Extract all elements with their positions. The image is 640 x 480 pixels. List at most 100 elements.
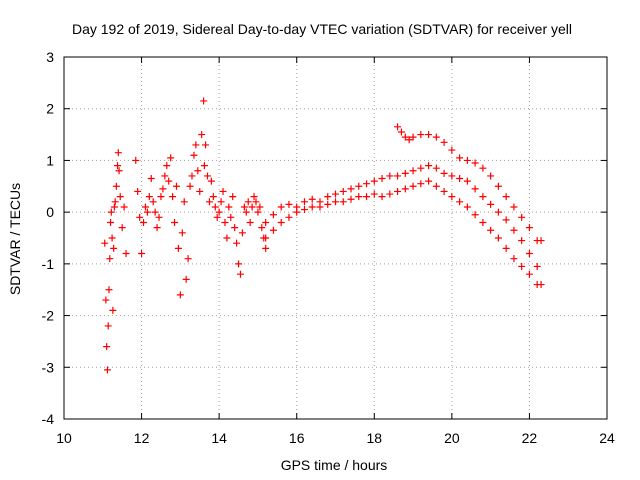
y-tick-label: -1 (42, 256, 55, 272)
data-point (145, 193, 153, 201)
data-point (405, 136, 413, 144)
data-point (537, 237, 545, 245)
data-point (248, 203, 256, 211)
data-point (308, 195, 316, 203)
data-point (300, 198, 308, 206)
data-point (192, 141, 200, 149)
data-point (252, 198, 260, 206)
data-point (207, 177, 215, 185)
data-point (153, 224, 161, 232)
data-point (205, 198, 213, 206)
data-point (116, 193, 124, 201)
data-point (394, 123, 402, 131)
data-point (347, 185, 355, 193)
data-point (211, 203, 219, 211)
plot-frame (63, 56, 608, 420)
data-point (417, 164, 425, 172)
data-point (409, 133, 417, 141)
data-point (308, 203, 316, 211)
data-point (401, 133, 409, 141)
data-point (140, 218, 148, 226)
data-point (111, 198, 119, 206)
y-tick-label: -2 (42, 308, 55, 324)
data-point (229, 193, 237, 201)
data-point (463, 156, 471, 164)
data-point (518, 213, 526, 221)
data-point (324, 193, 332, 201)
data-point (118, 224, 126, 232)
data-point (440, 169, 448, 177)
data-point (277, 218, 285, 226)
data-point (355, 193, 363, 201)
data-point (151, 208, 159, 216)
data-point (110, 244, 118, 252)
data-point (115, 167, 123, 175)
data-point (448, 172, 456, 180)
data-point (510, 255, 518, 263)
data-point (285, 213, 293, 221)
y-tick-label: -3 (42, 359, 55, 375)
data-point (223, 234, 231, 242)
data-point (525, 250, 533, 258)
data-point (141, 203, 149, 211)
data-point (432, 164, 440, 172)
data-point (174, 244, 182, 252)
data-point (262, 244, 270, 252)
data-point (169, 193, 177, 201)
data-point (178, 229, 186, 237)
data-point (293, 208, 301, 216)
data-point (107, 218, 115, 226)
data-point (219, 187, 227, 195)
data-point (155, 213, 163, 221)
data-point (159, 185, 167, 193)
data-point (184, 255, 192, 263)
data-point (213, 213, 221, 221)
data-point (347, 195, 355, 203)
x-tick-label: 12 (134, 430, 150, 446)
data-point (101, 239, 109, 247)
data-point (147, 175, 155, 183)
data-point (209, 193, 217, 201)
data-point (487, 226, 495, 234)
data-point (363, 193, 371, 201)
data-point (120, 203, 128, 211)
data-point (456, 198, 464, 206)
data-point (157, 193, 165, 201)
data-point (518, 262, 526, 270)
data-point (448, 146, 456, 154)
x-tick-label: 14 (211, 430, 227, 446)
data-point (196, 187, 204, 195)
x-tick-label: 22 (522, 430, 538, 446)
data-point (161, 172, 169, 180)
data-point (106, 255, 114, 263)
data-point (316, 203, 324, 211)
data-point (132, 156, 140, 164)
data-point (425, 162, 433, 170)
data-point (456, 154, 464, 162)
y-tick-label: 3 (46, 49, 54, 65)
data-point (448, 193, 456, 201)
data-point (456, 175, 464, 183)
data-point (417, 131, 425, 139)
data-point (103, 343, 111, 351)
data-point (409, 167, 417, 175)
data-point (339, 187, 347, 195)
data-point (236, 270, 244, 278)
data-point (194, 167, 202, 175)
data-point (105, 286, 113, 294)
y-tick-label: -4 (42, 411, 55, 427)
data-point (471, 159, 479, 167)
data-point (502, 244, 510, 252)
data-point (494, 208, 502, 216)
data-point (258, 224, 266, 232)
data-point (471, 185, 479, 193)
data-point (217, 198, 225, 206)
data-point (112, 182, 120, 190)
data-point (215, 208, 223, 216)
data-point (107, 208, 115, 216)
data-point (102, 296, 110, 304)
data-point (136, 213, 144, 221)
data-point (440, 187, 448, 195)
data-point (246, 218, 254, 226)
data-point (165, 177, 173, 185)
